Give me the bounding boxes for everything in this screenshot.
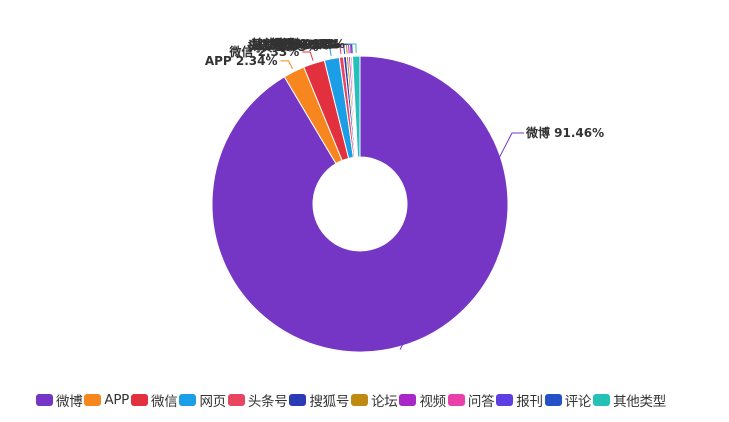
legend-swatch bbox=[351, 394, 369, 406]
data-label-1: APP 2.34% bbox=[205, 54, 278, 68]
data-label-6: 论坛 0.23% bbox=[266, 37, 336, 52]
legend-item-10[interactable]: 评论 bbox=[544, 390, 592, 410]
legend-label: 评论 bbox=[564, 394, 592, 410]
legend-label: 视频 bbox=[419, 394, 446, 410]
leader-line-0 bbox=[399, 132, 524, 350]
legend-swatch bbox=[131, 394, 149, 406]
legend-swatch bbox=[36, 394, 53, 406]
data-label-2: 微信 2.33% bbox=[228, 44, 299, 59]
leader-line-3 bbox=[321, 46, 332, 56]
data-label-3: 网页 1.63% bbox=[249, 40, 319, 54]
leader-line-2 bbox=[302, 51, 314, 61]
legend-label: 网页 bbox=[199, 394, 226, 410]
legend-item-0[interactable]: 微博 bbox=[36, 390, 83, 410]
label-group: 微博 91.46% APP 2.34%微信 2.33%网页 1.63%头条号 0.… bbox=[205, 36, 604, 140]
legend-item-5[interactable]: 搜狐号 bbox=[289, 390, 349, 410]
legend-item-2[interactable]: 微信 bbox=[131, 390, 178, 410]
legend-item-8[interactable]: 问答 bbox=[447, 390, 495, 410]
legend-swatch bbox=[84, 394, 102, 406]
legend-swatch bbox=[447, 394, 465, 406]
leader-line-11 bbox=[347, 43, 357, 54]
legend-label: 报刊 bbox=[516, 394, 543, 410]
data-label-4: 头条号 0.46% bbox=[247, 37, 329, 52]
data-label-5: 搜狐号 0.31% bbox=[251, 37, 333, 52]
leader-line-group bbox=[280, 43, 524, 350]
legend: 微博 APP 微信 网页 头条号 搜狐号 论坛 视频 问答 报刊 评论 其他类型 bbox=[36, 389, 668, 411]
data-label-11: 其他类型 0.81% bbox=[251, 36, 345, 51]
donut-chart: 微博 91.46% APP 2.34%微信 2.33%网页 1.63%头条号 0.… bbox=[205, 36, 604, 353]
slice-group bbox=[211, 55, 509, 353]
legend-label: 论坛 bbox=[371, 394, 398, 410]
data-label-9: 报刊 0.05% bbox=[271, 36, 341, 51]
legend-swatch bbox=[593, 394, 611, 406]
legend-label: 搜狐号 bbox=[309, 394, 350, 410]
donut-slice-0[interactable] bbox=[211, 55, 509, 353]
legend-label: 头条号 bbox=[247, 394, 288, 410]
legend-label: 微博 bbox=[56, 394, 83, 410]
legend-swatch bbox=[227, 394, 245, 406]
legend-item-7[interactable]: 视频 bbox=[399, 390, 446, 410]
legend-item-11[interactable]: 其他类型 bbox=[593, 390, 666, 410]
legend-label: 微信 bbox=[151, 394, 178, 410]
legend-label: 其他类型 bbox=[613, 394, 666, 410]
leader-line-1 bbox=[280, 60, 293, 70]
data-label-0: 微博 91.46% bbox=[525, 125, 604, 140]
legend-swatch bbox=[496, 394, 514, 406]
legend-item-9[interactable]: 报刊 bbox=[496, 390, 543, 410]
legend-swatch bbox=[399, 394, 417, 406]
legend-item-3[interactable]: 网页 bbox=[179, 390, 226, 410]
legend-label: APP bbox=[104, 392, 130, 408]
legend-swatch bbox=[544, 394, 562, 406]
legend-item-6[interactable]: 论坛 bbox=[351, 390, 398, 410]
legend-swatch bbox=[179, 394, 197, 406]
data-label-8: 问答 0.16% bbox=[270, 36, 340, 51]
legend-label: 问答 bbox=[467, 394, 495, 410]
data-label-7: 视频 0.2% bbox=[276, 36, 337, 51]
donut-slice-11[interactable] bbox=[351, 55, 361, 158]
legend-item-1[interactable]: APP bbox=[84, 392, 129, 408]
data-label-10: 评论 0.02% bbox=[271, 36, 341, 51]
legend-swatch bbox=[289, 394, 307, 406]
legend-item-4[interactable]: 头条号 bbox=[227, 390, 288, 410]
